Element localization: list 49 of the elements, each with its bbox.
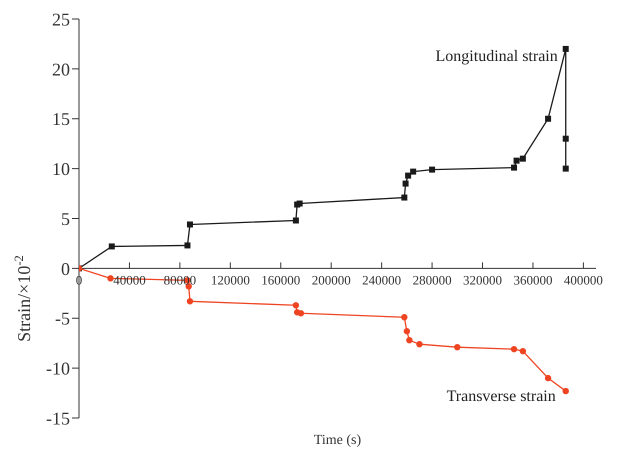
series-label: Longitudinal strain bbox=[436, 48, 558, 65]
point bbox=[520, 348, 526, 354]
point bbox=[562, 166, 569, 172]
point bbox=[454, 344, 460, 350]
x-axis-title: Time (s) bbox=[314, 433, 362, 448]
y-tick-label: 5 bbox=[61, 208, 70, 229]
point bbox=[184, 242, 190, 248]
point bbox=[108, 243, 115, 250]
point bbox=[296, 200, 303, 207]
point bbox=[510, 346, 518, 352]
point bbox=[186, 298, 194, 304]
point bbox=[406, 336, 413, 344]
point bbox=[520, 156, 526, 162]
x-tick-label: 320000 bbox=[463, 272, 502, 288]
x-tick-label: 200000 bbox=[312, 272, 351, 288]
point bbox=[545, 116, 552, 122]
point bbox=[514, 158, 520, 164]
point bbox=[292, 217, 299, 224]
y-tick-label: -15 bbox=[46, 408, 70, 428]
series-label: Transverse strain bbox=[446, 388, 556, 406]
x-tick-label: 280000 bbox=[412, 272, 452, 288]
point bbox=[416, 340, 423, 348]
point bbox=[404, 328, 410, 334]
point bbox=[511, 164, 518, 171]
y-tick-label: 25 bbox=[52, 9, 70, 30]
x-tick-label: 240000 bbox=[362, 272, 402, 288]
point bbox=[401, 194, 408, 201]
point bbox=[562, 388, 569, 394]
point bbox=[292, 302, 300, 308]
point bbox=[544, 374, 552, 382]
point bbox=[401, 314, 408, 320]
point bbox=[429, 166, 436, 173]
point bbox=[562, 136, 569, 142]
x-tick-label: 120000 bbox=[210, 272, 250, 288]
point bbox=[298, 310, 304, 316]
x-tick-label: 400000 bbox=[564, 272, 603, 288]
point bbox=[405, 172, 412, 179]
x-tick-label: 160000 bbox=[261, 272, 300, 288]
y-tick-label: 20 bbox=[52, 59, 70, 80]
point bbox=[410, 168, 416, 175]
y-tick-label: -5 bbox=[55, 308, 70, 329]
y-tick-label: 15 bbox=[52, 109, 70, 130]
point bbox=[107, 275, 114, 282]
point bbox=[402, 180, 409, 187]
y-tick-label: 10 bbox=[52, 159, 70, 180]
point bbox=[186, 221, 193, 228]
point bbox=[562, 46, 569, 52]
x-tick-label: 360000 bbox=[513, 272, 552, 288]
y-tick-label: -10 bbox=[46, 358, 70, 379]
